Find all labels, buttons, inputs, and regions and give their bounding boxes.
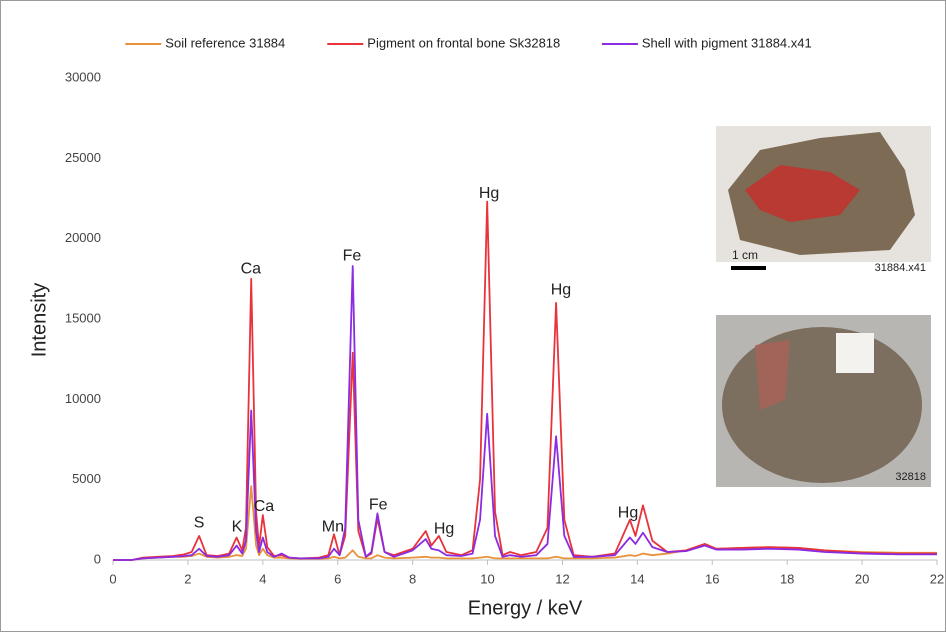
x-tick-label: 20 xyxy=(855,571,869,586)
legend-label: Soil reference 31884 xyxy=(165,35,285,50)
photo-object xyxy=(722,327,922,483)
y-tick-label: 5000 xyxy=(72,471,101,486)
peak-label: Hg xyxy=(479,185,499,202)
x-tick-label: 18 xyxy=(780,571,794,586)
peak-label: Hg xyxy=(434,521,454,538)
chart: Intensity Energy / keV 1 cm 31884.x41 32… xyxy=(0,0,946,632)
x-tick-label: 22 xyxy=(930,571,944,586)
x-tick-label: 12 xyxy=(555,571,569,586)
y-tick-label: 20000 xyxy=(65,230,101,245)
x-tick-label: 10 xyxy=(480,571,494,586)
photo-tag xyxy=(836,333,874,373)
x-tick-label: 0 xyxy=(109,571,116,586)
peak-label: K xyxy=(232,518,243,535)
peak-label: Fe xyxy=(369,497,388,514)
x-tick-label: 8 xyxy=(409,571,416,586)
y-tick-label: 15000 xyxy=(65,310,101,325)
legend-label: Shell with pigment 31884.x41 xyxy=(642,35,812,50)
x-tick-label: 4 xyxy=(259,571,266,586)
inset-photo: 1 cm 31884.x41 xyxy=(716,126,931,274)
y-tick-label: 10000 xyxy=(65,391,101,406)
x-tick-label: 14 xyxy=(630,571,644,586)
peak-label: Hg xyxy=(618,505,638,522)
photo-caption: 32818 xyxy=(895,471,926,483)
pigment-patch xyxy=(755,340,790,410)
x-tick-label: 16 xyxy=(705,571,719,586)
peak-label: Hg xyxy=(551,281,571,298)
y-tick-label: 0 xyxy=(94,551,101,566)
peak-label: Fe xyxy=(343,248,362,265)
x-tick-label: 6 xyxy=(334,571,341,586)
photo-caption: 31884.x41 xyxy=(875,262,926,274)
scale-label: 1 cm xyxy=(732,248,758,262)
peak-label: Ca xyxy=(241,260,262,277)
x-tick-label: 2 xyxy=(184,571,191,586)
peak-label: Ca xyxy=(254,498,275,515)
legend-label: Pigment on frontal bone Sk32818 xyxy=(367,35,560,50)
peak-label: Mn xyxy=(322,518,344,535)
y-tick-label: 25000 xyxy=(65,150,101,165)
x-axis-title: Energy / keV xyxy=(468,597,583,619)
y-axis-title: Intensity xyxy=(28,283,50,357)
y-tick-label: 30000 xyxy=(65,69,101,84)
inset-photo: 32818 xyxy=(716,315,931,487)
peak-label: S xyxy=(194,514,205,531)
